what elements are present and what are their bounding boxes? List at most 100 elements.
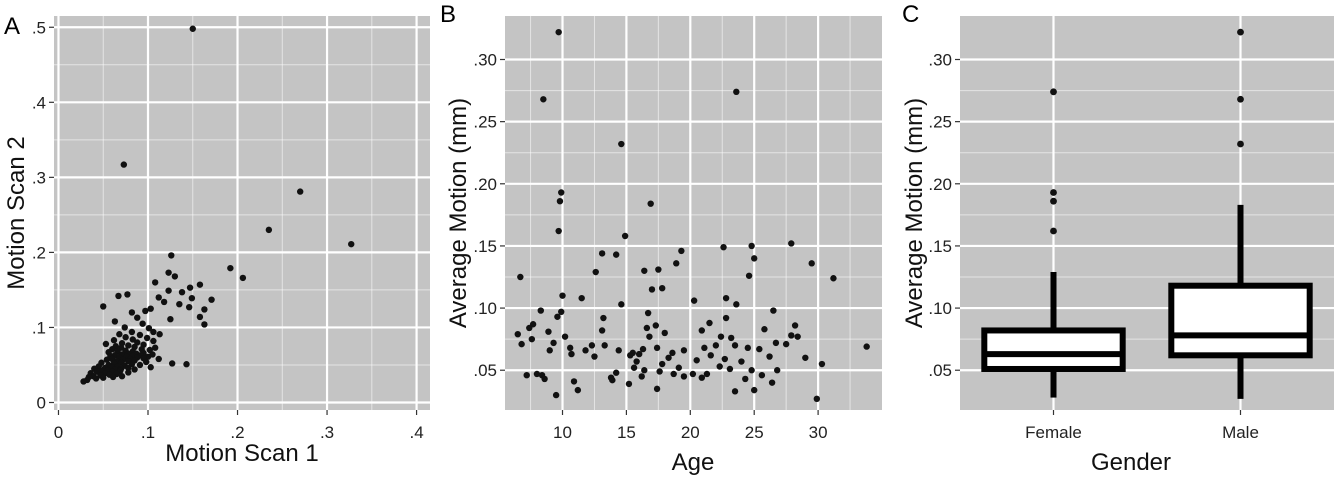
data-point (239, 274, 247, 282)
panel-b-x-tick-label: 15 (617, 423, 636, 442)
data-point (612, 251, 620, 258)
data-point (627, 352, 634, 359)
data-point (712, 342, 720, 349)
data-point (110, 337, 118, 344)
panel-b-y-tick-label: .10 (473, 299, 497, 318)
data-point (731, 342, 739, 349)
panel-a-y-tick-label: .2 (32, 243, 46, 262)
data-point (116, 331, 123, 338)
data-point (103, 356, 111, 363)
data-point (545, 328, 552, 335)
panel-b-y-tick-label: .25 (473, 113, 497, 132)
panel-c-x-label: Gender (1091, 449, 1171, 476)
box-iqr (981, 327, 1126, 372)
data-point (143, 358, 150, 366)
data-point (618, 301, 625, 308)
data-point (728, 334, 735, 342)
data-point (537, 307, 544, 314)
outlier-point (1050, 189, 1057, 196)
data-point (693, 357, 700, 364)
data-point (151, 279, 159, 286)
data-point (630, 364, 638, 371)
data-point (652, 322, 659, 329)
data-point (609, 376, 616, 384)
data-point (638, 373, 645, 380)
panel-b-x-tick-label: 30 (809, 423, 828, 442)
data-point (722, 314, 730, 322)
data-point (774, 367, 781, 374)
data-point (155, 294, 162, 301)
outlier-point (1050, 227, 1057, 235)
data-point (646, 333, 653, 340)
data-point (621, 232, 629, 240)
panel-b-y-tick-label: .30 (473, 51, 497, 70)
data-point (716, 363, 723, 370)
data-point (178, 288, 186, 296)
data-point (168, 360, 176, 367)
data-point (782, 340, 790, 348)
data-point (514, 330, 521, 338)
data-point (552, 391, 560, 399)
panel-b-y-tick-label: .20 (473, 175, 497, 194)
data-point (151, 344, 159, 351)
data-point (598, 250, 606, 257)
data-point (558, 308, 565, 316)
data-point (160, 298, 168, 306)
data-point (156, 331, 163, 338)
data-point (647, 200, 654, 207)
data-point (136, 331, 144, 339)
data-point (625, 380, 633, 388)
data-point (600, 314, 607, 322)
data-point (680, 373, 688, 380)
data-point (794, 333, 801, 340)
panel-b-y-label: Average Motion (mm) (445, 98, 472, 328)
data-point (748, 242, 755, 250)
data-point (770, 307, 777, 314)
panel-c: C Female Male .05 .10 .15 .20 .25 .30 Gender A… (901, 1, 1334, 476)
panel-a-points (80, 25, 355, 385)
data-point (550, 339, 557, 347)
data-point (568, 350, 575, 358)
data-point (556, 197, 564, 205)
data-point (788, 332, 795, 339)
data-point (689, 370, 697, 378)
data-point (761, 326, 768, 333)
data-point (541, 375, 548, 383)
data-point (644, 309, 652, 317)
data-point (706, 319, 713, 327)
data-point (802, 354, 809, 361)
data-point (561, 333, 569, 340)
outlier-point (1237, 28, 1244, 36)
data-point (558, 189, 565, 196)
panel-c-x-tick-label: Male (1222, 423, 1259, 442)
outlier-point (1050, 88, 1057, 96)
data-point (658, 284, 666, 292)
data-point (768, 379, 776, 386)
data-point (100, 374, 107, 381)
data-point (196, 313, 204, 321)
data-point (582, 347, 589, 354)
data-point (720, 243, 727, 251)
data-point (721, 355, 729, 363)
data-point (751, 386, 758, 394)
data-point (167, 315, 174, 323)
data-point (265, 226, 273, 234)
data-point (744, 344, 752, 352)
data-point (601, 342, 608, 349)
panel-a-y-tick-label: .4 (32, 93, 46, 112)
data-point (122, 334, 129, 341)
panel-c-y-tick-label: .20 (928, 175, 952, 194)
box-iqr (1168, 282, 1313, 359)
data-point (128, 328, 136, 336)
data-point (139, 320, 146, 327)
data-point (690, 297, 698, 304)
box-plot-female (981, 88, 1126, 398)
data-point (145, 324, 153, 332)
panel-c-letter: C (902, 1, 919, 28)
panel-b-y-ticks: .05 .10 .15 .20 .25 .30 (473, 51, 505, 380)
panel-a-y-tick-label: .3 (32, 168, 46, 187)
data-point (612, 369, 620, 376)
data-point (111, 318, 119, 325)
data-point (165, 287, 172, 294)
data-point (818, 360, 826, 368)
